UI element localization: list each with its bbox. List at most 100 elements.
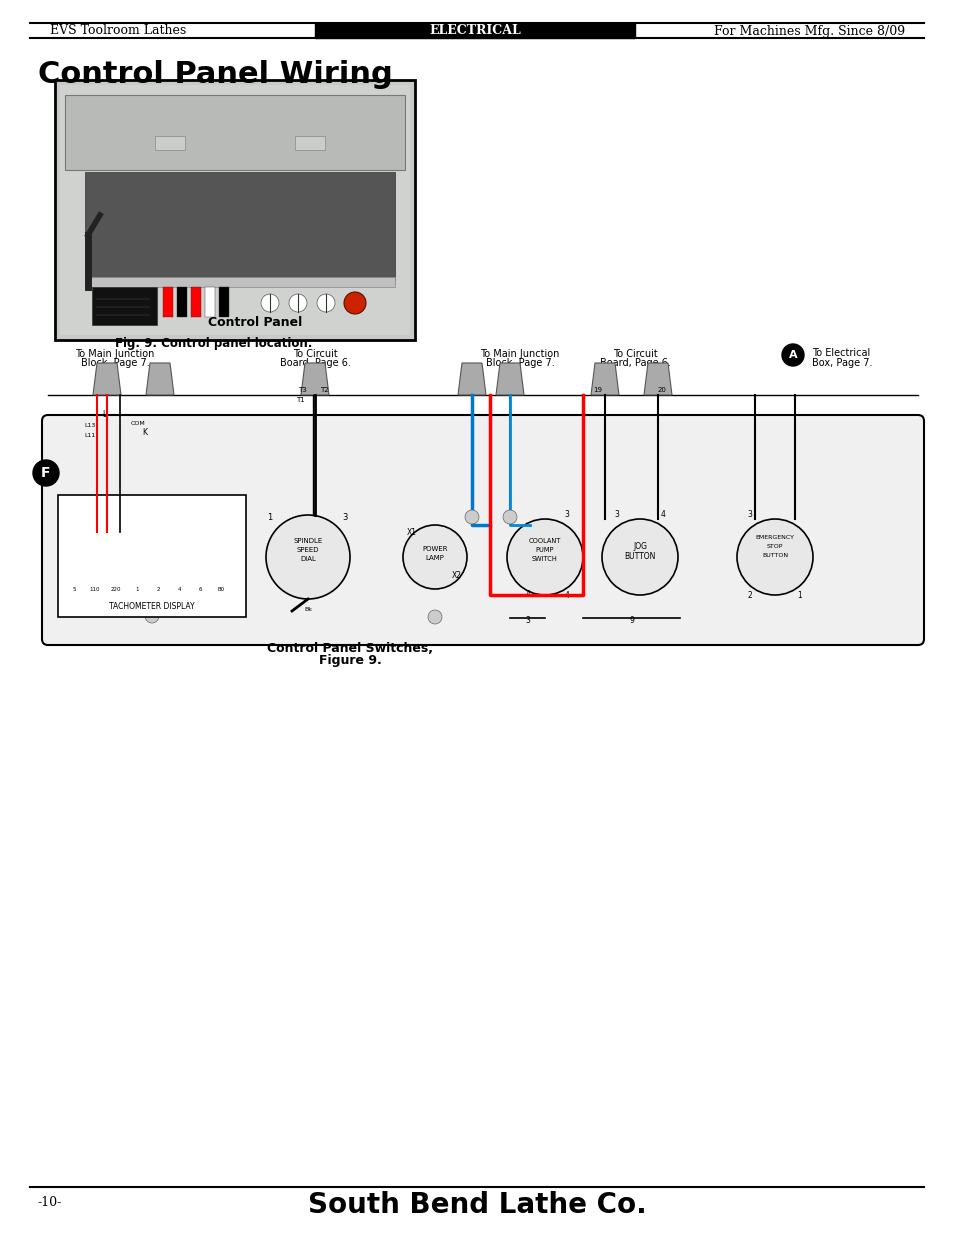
Circle shape [464, 510, 478, 524]
Circle shape [33, 459, 59, 487]
Polygon shape [92, 363, 121, 395]
Text: 4: 4 [564, 592, 569, 600]
Text: A: A [788, 350, 797, 359]
Text: ELECTRICAL: ELECTRICAL [429, 25, 520, 37]
Text: 110: 110 [90, 587, 100, 592]
Text: L: L [102, 410, 106, 419]
Text: To Electrical: To Electrical [811, 348, 869, 358]
Text: Block, Page 7.: Block, Page 7. [485, 358, 554, 368]
Bar [86, 532, 104, 587]
Text: 4: 4 [177, 587, 180, 592]
Circle shape [173, 562, 184, 572]
Text: T1: T1 [296, 396, 305, 403]
Circle shape [502, 510, 517, 524]
Circle shape [69, 562, 79, 572]
Bar [107, 532, 125, 587]
Text: JOG: JOG [633, 542, 646, 551]
Text: For Machines Mfg. Since 8/09: For Machines Mfg. Since 8/09 [713, 25, 904, 37]
Circle shape [145, 609, 159, 622]
Circle shape [132, 562, 142, 572]
Bar [85, 277, 395, 287]
Text: T3: T3 [298, 387, 307, 393]
Text: SWITCH: SWITCH [532, 556, 558, 562]
Text: STOP: STOP [766, 543, 782, 550]
Circle shape [601, 519, 678, 595]
Circle shape [194, 562, 205, 572]
Bar [205, 287, 214, 317]
Text: X1: X1 [407, 529, 416, 537]
Text: TACHOMETER DISPLAY: TACHOMETER DISPLAY [109, 601, 194, 611]
Text: Board, Page 6.: Board, Page 6. [598, 358, 670, 368]
Bar [91, 287, 157, 325]
Circle shape [261, 294, 278, 312]
Text: EVS Toolroom Lathes: EVS Toolroom Lathes [50, 25, 186, 37]
Text: 9: 9 [629, 616, 634, 625]
Text: EMERGENCY: EMERGENCY [755, 535, 794, 540]
Bar [58, 495, 246, 618]
Text: To Circuit: To Circuit [612, 350, 657, 359]
Text: 2: 2 [747, 592, 752, 600]
Polygon shape [496, 363, 523, 395]
Text: COM: COM [131, 421, 146, 426]
Text: Box, Page 7.: Box, Page 7. [811, 358, 872, 368]
Text: To Main Junction: To Main Junction [75, 350, 154, 359]
Text: South Bend Lathe Co.: South Bend Lathe Co. [307, 1191, 646, 1219]
Text: 1: 1 [797, 592, 801, 600]
Text: 6: 6 [198, 587, 201, 592]
Text: L13: L13 [84, 424, 95, 429]
Text: F: F [41, 466, 51, 480]
Circle shape [215, 562, 226, 572]
Circle shape [344, 291, 366, 314]
Circle shape [506, 519, 582, 595]
Text: 20: 20 [657, 387, 666, 393]
Bar [163, 287, 172, 317]
Bar [191, 287, 201, 317]
Text: Control Panel Switches,: Control Panel Switches, [267, 642, 433, 655]
Text: T2: T2 [319, 387, 328, 393]
Polygon shape [301, 363, 329, 395]
Text: 4: 4 [525, 590, 530, 599]
Text: 3: 3 [342, 513, 347, 522]
Bar [128, 532, 146, 587]
Text: Board, Page 6.: Board, Page 6. [279, 358, 350, 368]
Text: LAMP: LAMP [425, 555, 444, 561]
Circle shape [402, 525, 467, 589]
Text: DIAL: DIAL [300, 556, 315, 562]
Text: 1: 1 [267, 513, 273, 522]
Polygon shape [146, 363, 173, 395]
Text: 3: 3 [747, 510, 752, 519]
Bar [219, 287, 229, 317]
Text: B0: B0 [217, 587, 224, 592]
Bar [85, 172, 395, 280]
Text: POWER: POWER [422, 546, 447, 552]
Circle shape [316, 294, 335, 312]
Text: 19: 19 [593, 387, 602, 393]
Bar [294, 136, 325, 149]
Bar [65, 532, 83, 587]
Text: PUMP: PUMP [536, 547, 554, 553]
FancyBboxPatch shape [42, 415, 923, 645]
Text: Block, Page 7.: Block, Page 7. [81, 358, 150, 368]
Circle shape [266, 515, 350, 599]
Polygon shape [643, 363, 671, 395]
Circle shape [111, 562, 121, 572]
Circle shape [428, 610, 441, 624]
Text: 3: 3 [564, 510, 569, 519]
Bar [65, 95, 405, 170]
Text: 5: 5 [72, 587, 75, 592]
Text: 2: 2 [156, 587, 159, 592]
Text: Control Panel Wiring: Control Panel Wiring [38, 61, 393, 89]
Text: 220: 220 [111, 587, 121, 592]
Bar [55, 80, 415, 340]
Circle shape [781, 345, 803, 366]
Text: K: K [142, 429, 148, 437]
Polygon shape [590, 363, 618, 395]
Text: 1: 1 [135, 587, 138, 592]
Text: BUTTON: BUTTON [623, 552, 655, 561]
Text: SPINDLE: SPINDLE [294, 538, 322, 543]
Circle shape [737, 519, 812, 595]
Text: 3: 3 [525, 616, 530, 625]
Text: 3: 3 [614, 510, 618, 519]
Text: To Circuit: To Circuit [293, 350, 337, 359]
Bar [170, 532, 188, 587]
